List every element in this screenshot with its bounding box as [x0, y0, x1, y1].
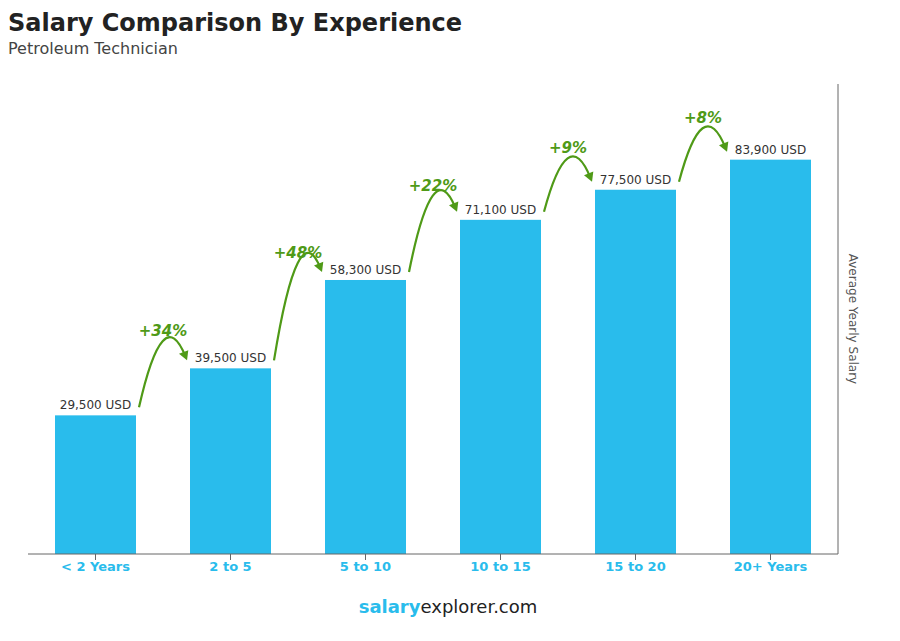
svg-text:+34%: +34% [139, 322, 187, 340]
svg-text:+9%: +9% [549, 139, 587, 157]
svg-text:+8%: +8% [684, 109, 722, 127]
svg-text:20+ Years: 20+ Years [734, 559, 808, 574]
svg-text:71,100 USD: 71,100 USD [465, 203, 536, 217]
svg-text:2 to 5: 2 to 5 [209, 559, 251, 574]
svg-text:5 to 10: 5 to 10 [340, 559, 391, 574]
svg-text:+48%: +48% [274, 244, 322, 262]
svg-text:83,900 USD: 83,900 USD [735, 143, 806, 157]
svg-text:29,500 USD: 29,500 USD [60, 398, 131, 412]
svg-text:39,500 USD: 39,500 USD [195, 351, 266, 365]
svg-text:< 2 Years: < 2 Years [61, 559, 130, 574]
svg-text:77,500 USD: 77,500 USD [600, 173, 671, 187]
html-text:Petroleum Technician: Petroleum Technician [8, 39, 178, 58]
svg-text:Average Yearly Salary: Average Yearly Salary [846, 254, 860, 384]
html-text:Salary Comparison By Experienc: Salary Comparison By Experience [8, 9, 463, 37]
svg-text:+22%: +22% [409, 177, 457, 195]
svg-text:10 to 15: 10 to 15 [470, 559, 530, 574]
html-text:salary explorer.com: salary explorer.com [358, 596, 538, 617]
svg-text:15 to 20: 15 to 20 [605, 559, 665, 574]
svg-text:58,300 USD: 58,300 USD [330, 263, 401, 277]
